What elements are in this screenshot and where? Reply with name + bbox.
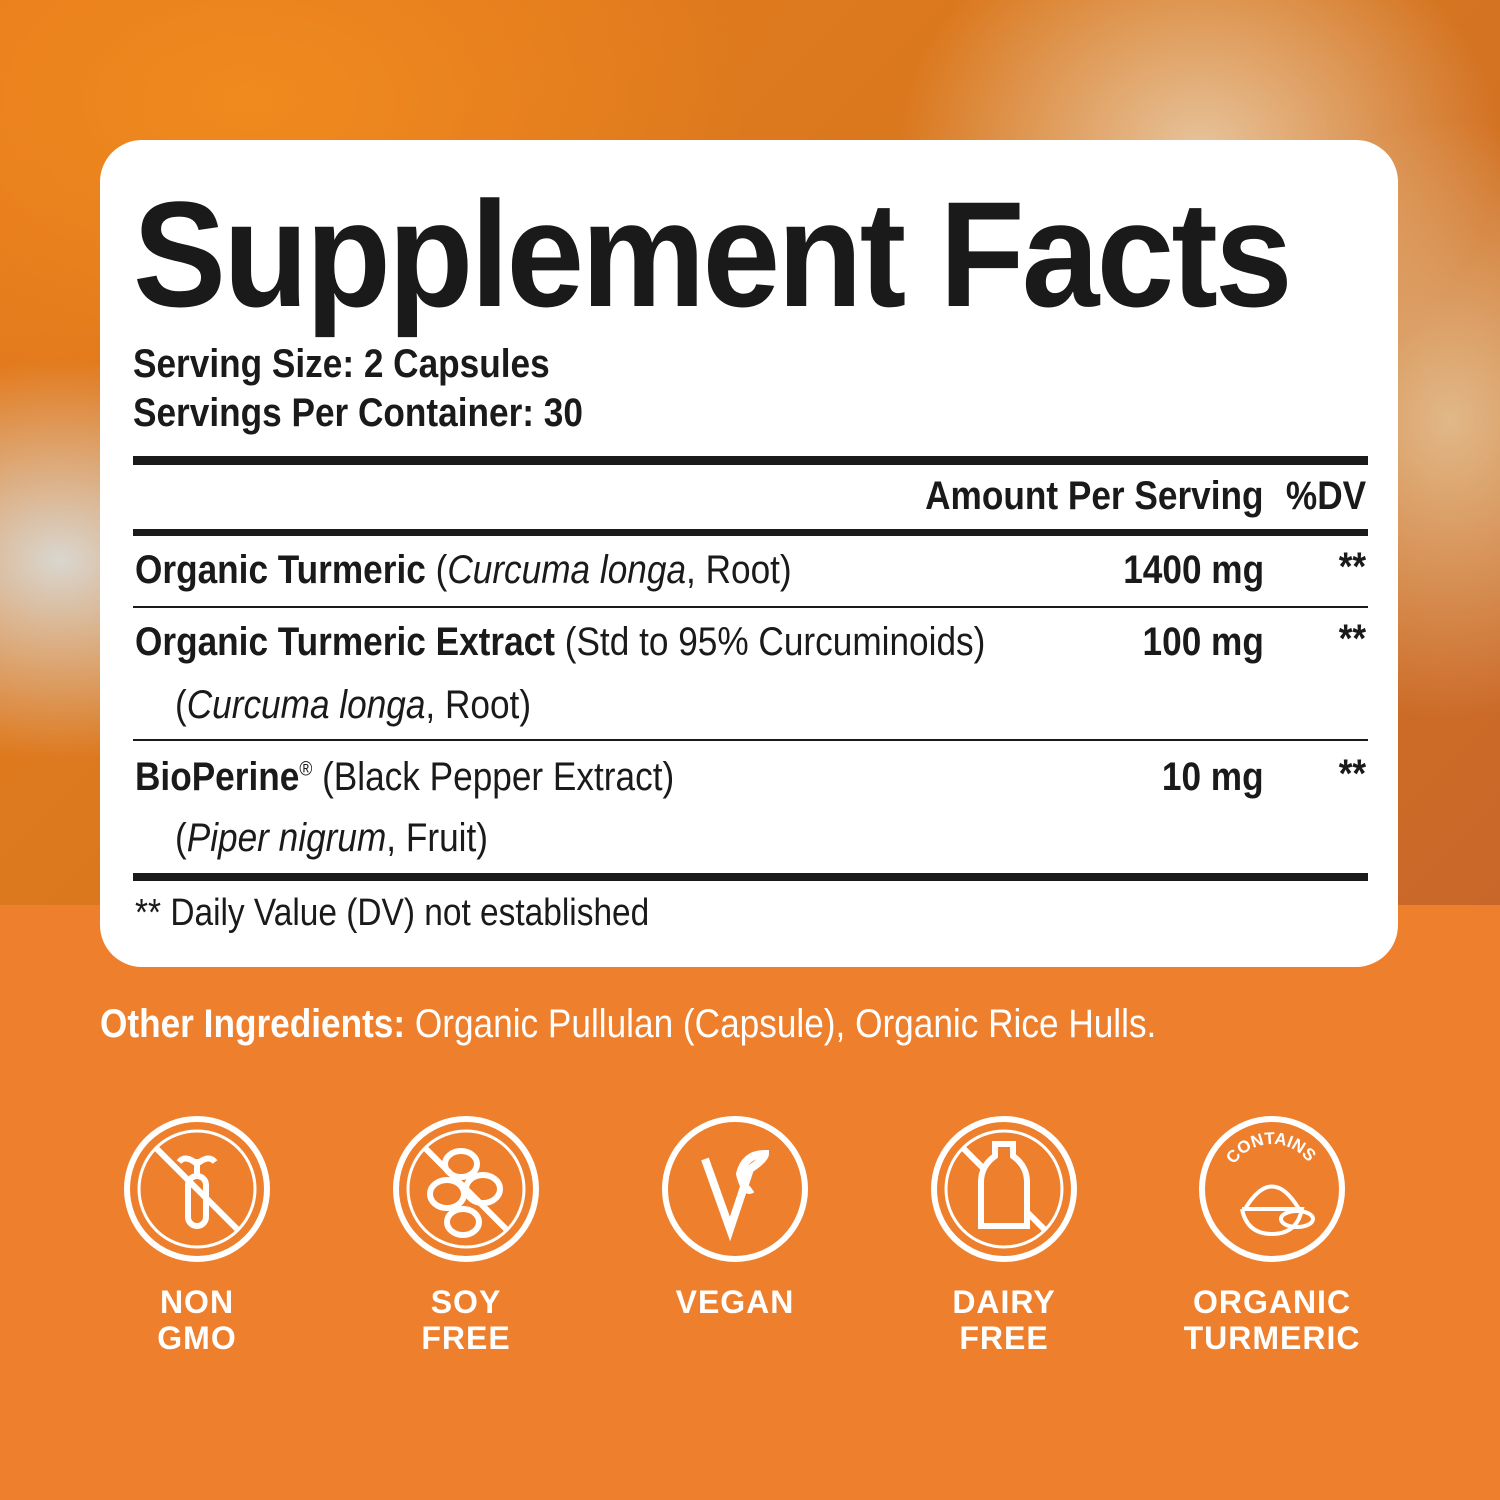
non-gmo-icon [124,1116,270,1262]
badge-dairy-free: DAIRY FREE [894,1114,1114,1356]
footnote: ** Daily Value (DV) not established [135,892,650,934]
ingredient-row: Organic Turmeric Extract (Std to 95% Cur… [135,620,986,664]
serving-size: Serving Size: 2 Capsules [133,342,550,386]
ingredient-row: BioPerine® (Black Pepper Extract) [135,755,675,799]
amount: 10 mg [1162,755,1264,799]
dv-value: ** [1338,545,1366,589]
other-ingredients: Other Ingredients: Organic Pullulan (Cap… [100,1002,1157,1046]
divider [133,873,1368,881]
svg-text:CONTAINS: CONTAINS [1222,1129,1319,1167]
badge-soy-free: SOY FREE [356,1114,576,1356]
vegan-icon [662,1116,808,1262]
dv-value: ** [1338,752,1366,796]
servings-per-container: Servings Per Container: 30 [133,391,583,435]
supplement-facts-panel [100,140,1398,967]
dairy-free-icon [931,1116,1077,1262]
dv-value: ** [1338,617,1366,661]
divider [133,456,1368,465]
badge-organic-turmeric: CONTAINS ORGANIC TURMERIC [1162,1114,1382,1356]
ingredient-row: Organic Turmeric (Curcuma longa, Root) [135,548,792,592]
organic-turmeric-icon: CONTAINS [1199,1116,1345,1262]
divider [133,529,1368,536]
ingredient-source: (Piper nigrum, Fruit) [175,816,488,860]
amount-header: Amount Per Serving [925,474,1264,518]
badge-non-gmo: NON GMO [87,1114,307,1356]
badge-vegan: VEGAN [625,1114,845,1320]
divider [133,739,1368,741]
divider [133,606,1368,608]
soy-free-icon [393,1116,539,1262]
page-title: Supplement Facts [133,170,1293,338]
dv-header: %DV [1285,474,1366,518]
amount: 100 mg [1142,620,1264,664]
amount: 1400 mg [1123,548,1264,592]
ingredient-source: (Curcuma longa, Root) [175,683,532,727]
